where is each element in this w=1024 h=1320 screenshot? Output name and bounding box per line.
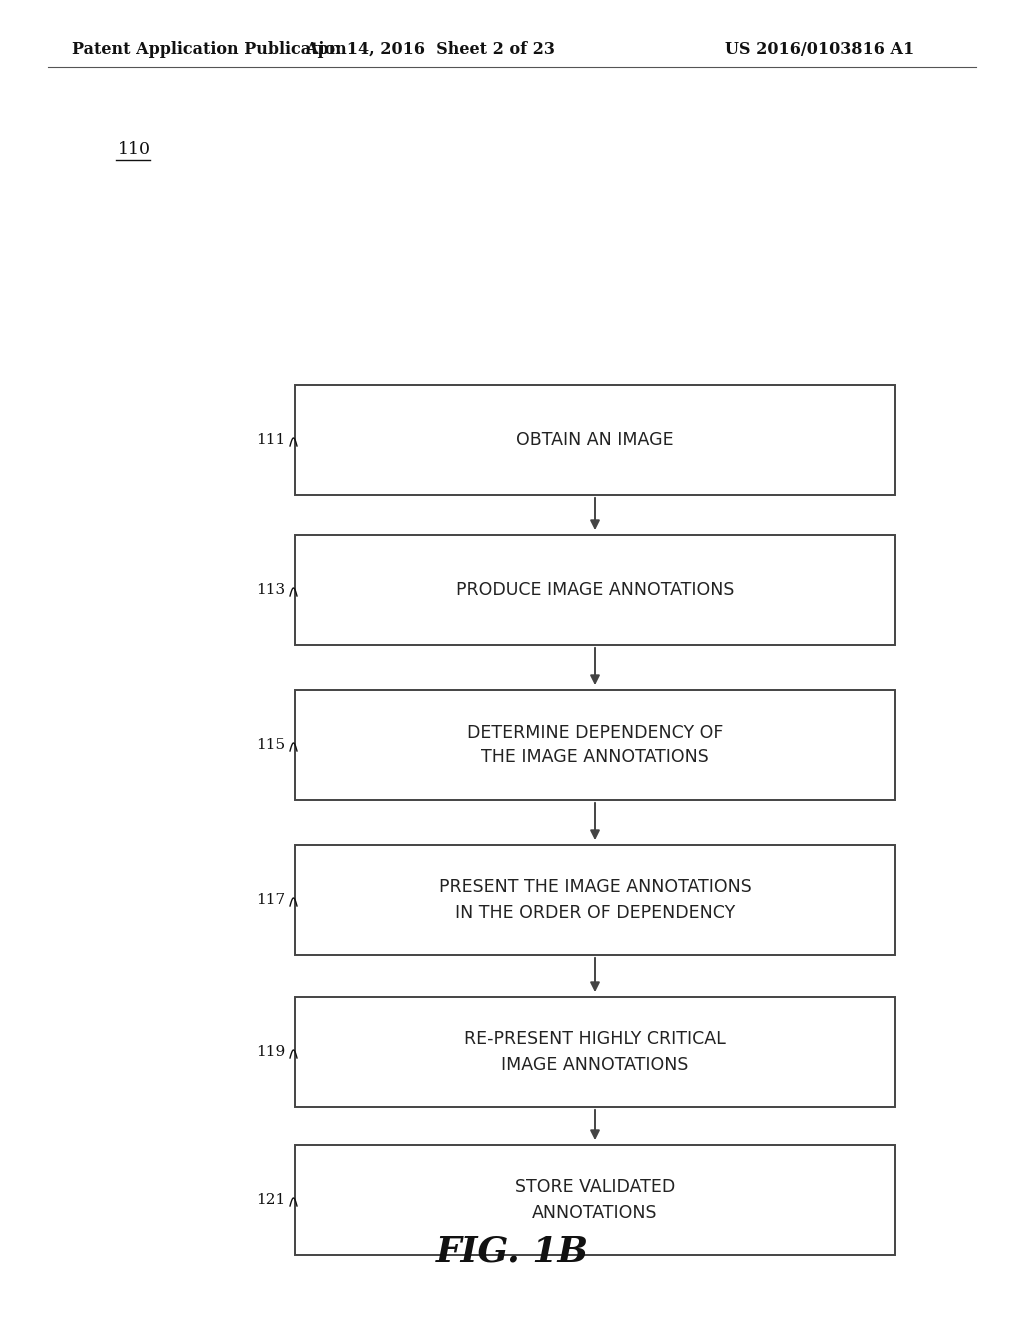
Text: 111: 111: [256, 433, 285, 447]
Text: Patent Application Publication: Patent Application Publication: [72, 41, 347, 58]
Text: 115: 115: [256, 738, 285, 752]
Text: 119: 119: [256, 1045, 285, 1059]
Text: 110: 110: [118, 141, 151, 158]
Bar: [295, 385, 895, 495]
Text: FIG. 1B: FIG. 1B: [435, 1236, 589, 1269]
Bar: [295, 845, 895, 954]
Text: DETERMINE DEPENDENCY OF
THE IMAGE ANNOTATIONS: DETERMINE DEPENDENCY OF THE IMAGE ANNOTA…: [467, 723, 723, 767]
Text: 113: 113: [256, 583, 285, 597]
Text: PRESENT THE IMAGE ANNOTATIONS
IN THE ORDER OF DEPENDENCY: PRESENT THE IMAGE ANNOTATIONS IN THE ORD…: [438, 879, 752, 921]
Text: STORE VALIDATED
ANNOTATIONS: STORE VALIDATED ANNOTATIONS: [515, 1179, 675, 1221]
Bar: [295, 535, 895, 645]
Bar: [295, 997, 895, 1107]
Bar: [295, 1144, 895, 1255]
Text: PRODUCE IMAGE ANNOTATIONS: PRODUCE IMAGE ANNOTATIONS: [456, 581, 734, 599]
Text: 117: 117: [256, 894, 285, 907]
Text: RE-PRESENT HIGHLY CRITICAL
IMAGE ANNOTATIONS: RE-PRESENT HIGHLY CRITICAL IMAGE ANNOTAT…: [464, 1031, 726, 1073]
Text: OBTAIN AN IMAGE: OBTAIN AN IMAGE: [516, 432, 674, 449]
Text: US 2016/0103816 A1: US 2016/0103816 A1: [725, 41, 914, 58]
Text: Apr. 14, 2016  Sheet 2 of 23: Apr. 14, 2016 Sheet 2 of 23: [305, 41, 555, 58]
Text: 121: 121: [256, 1193, 285, 1206]
Bar: [295, 690, 895, 800]
